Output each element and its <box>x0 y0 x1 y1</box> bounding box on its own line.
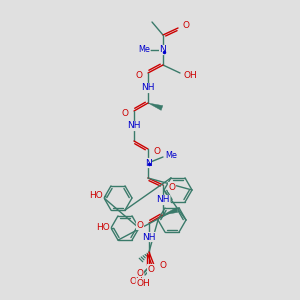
Text: NH: NH <box>156 196 170 205</box>
Text: HO: HO <box>89 190 103 200</box>
Text: NH: NH <box>142 232 156 242</box>
Text: O: O <box>122 109 128 118</box>
Text: HO: HO <box>89 190 103 200</box>
Text: HO: HO <box>96 224 110 232</box>
Text: O: O <box>182 22 190 31</box>
Text: O: O <box>136 70 142 80</box>
Text: NH: NH <box>127 122 141 130</box>
Text: N: N <box>145 158 152 167</box>
Text: NH: NH <box>141 83 155 92</box>
Text: Me: Me <box>165 151 177 160</box>
Text: Me: Me <box>138 46 150 55</box>
Text: OH: OH <box>183 70 197 80</box>
Polygon shape <box>148 103 163 110</box>
Text: O: O <box>160 260 167 269</box>
Text: NH: NH <box>141 83 155 92</box>
Text: O: O <box>136 268 143 278</box>
Text: N: N <box>145 158 152 167</box>
Text: O: O <box>169 182 176 191</box>
Text: Me: Me <box>165 151 177 160</box>
Text: N: N <box>160 46 167 55</box>
Text: O: O <box>136 220 143 230</box>
Text: NH: NH <box>142 232 156 242</box>
Text: H: H <box>137 277 143 286</box>
Text: NH: NH <box>156 196 170 205</box>
Text: N: N <box>160 46 167 55</box>
Text: O: O <box>122 109 128 118</box>
Text: O: O <box>182 22 190 31</box>
Text: OH: OH <box>136 278 150 287</box>
Text: HO: HO <box>96 224 110 232</box>
Polygon shape <box>163 208 178 215</box>
Text: OH: OH <box>183 70 197 80</box>
Text: O: O <box>154 146 160 155</box>
Text: O: O <box>154 146 160 155</box>
Text: Me: Me <box>138 46 150 55</box>
Text: O: O <box>148 265 154 274</box>
Text: O: O <box>169 182 176 191</box>
Text: NH: NH <box>127 122 141 130</box>
Text: O: O <box>136 220 143 230</box>
Text: O: O <box>136 70 142 80</box>
Text: OH: OH <box>129 278 143 286</box>
